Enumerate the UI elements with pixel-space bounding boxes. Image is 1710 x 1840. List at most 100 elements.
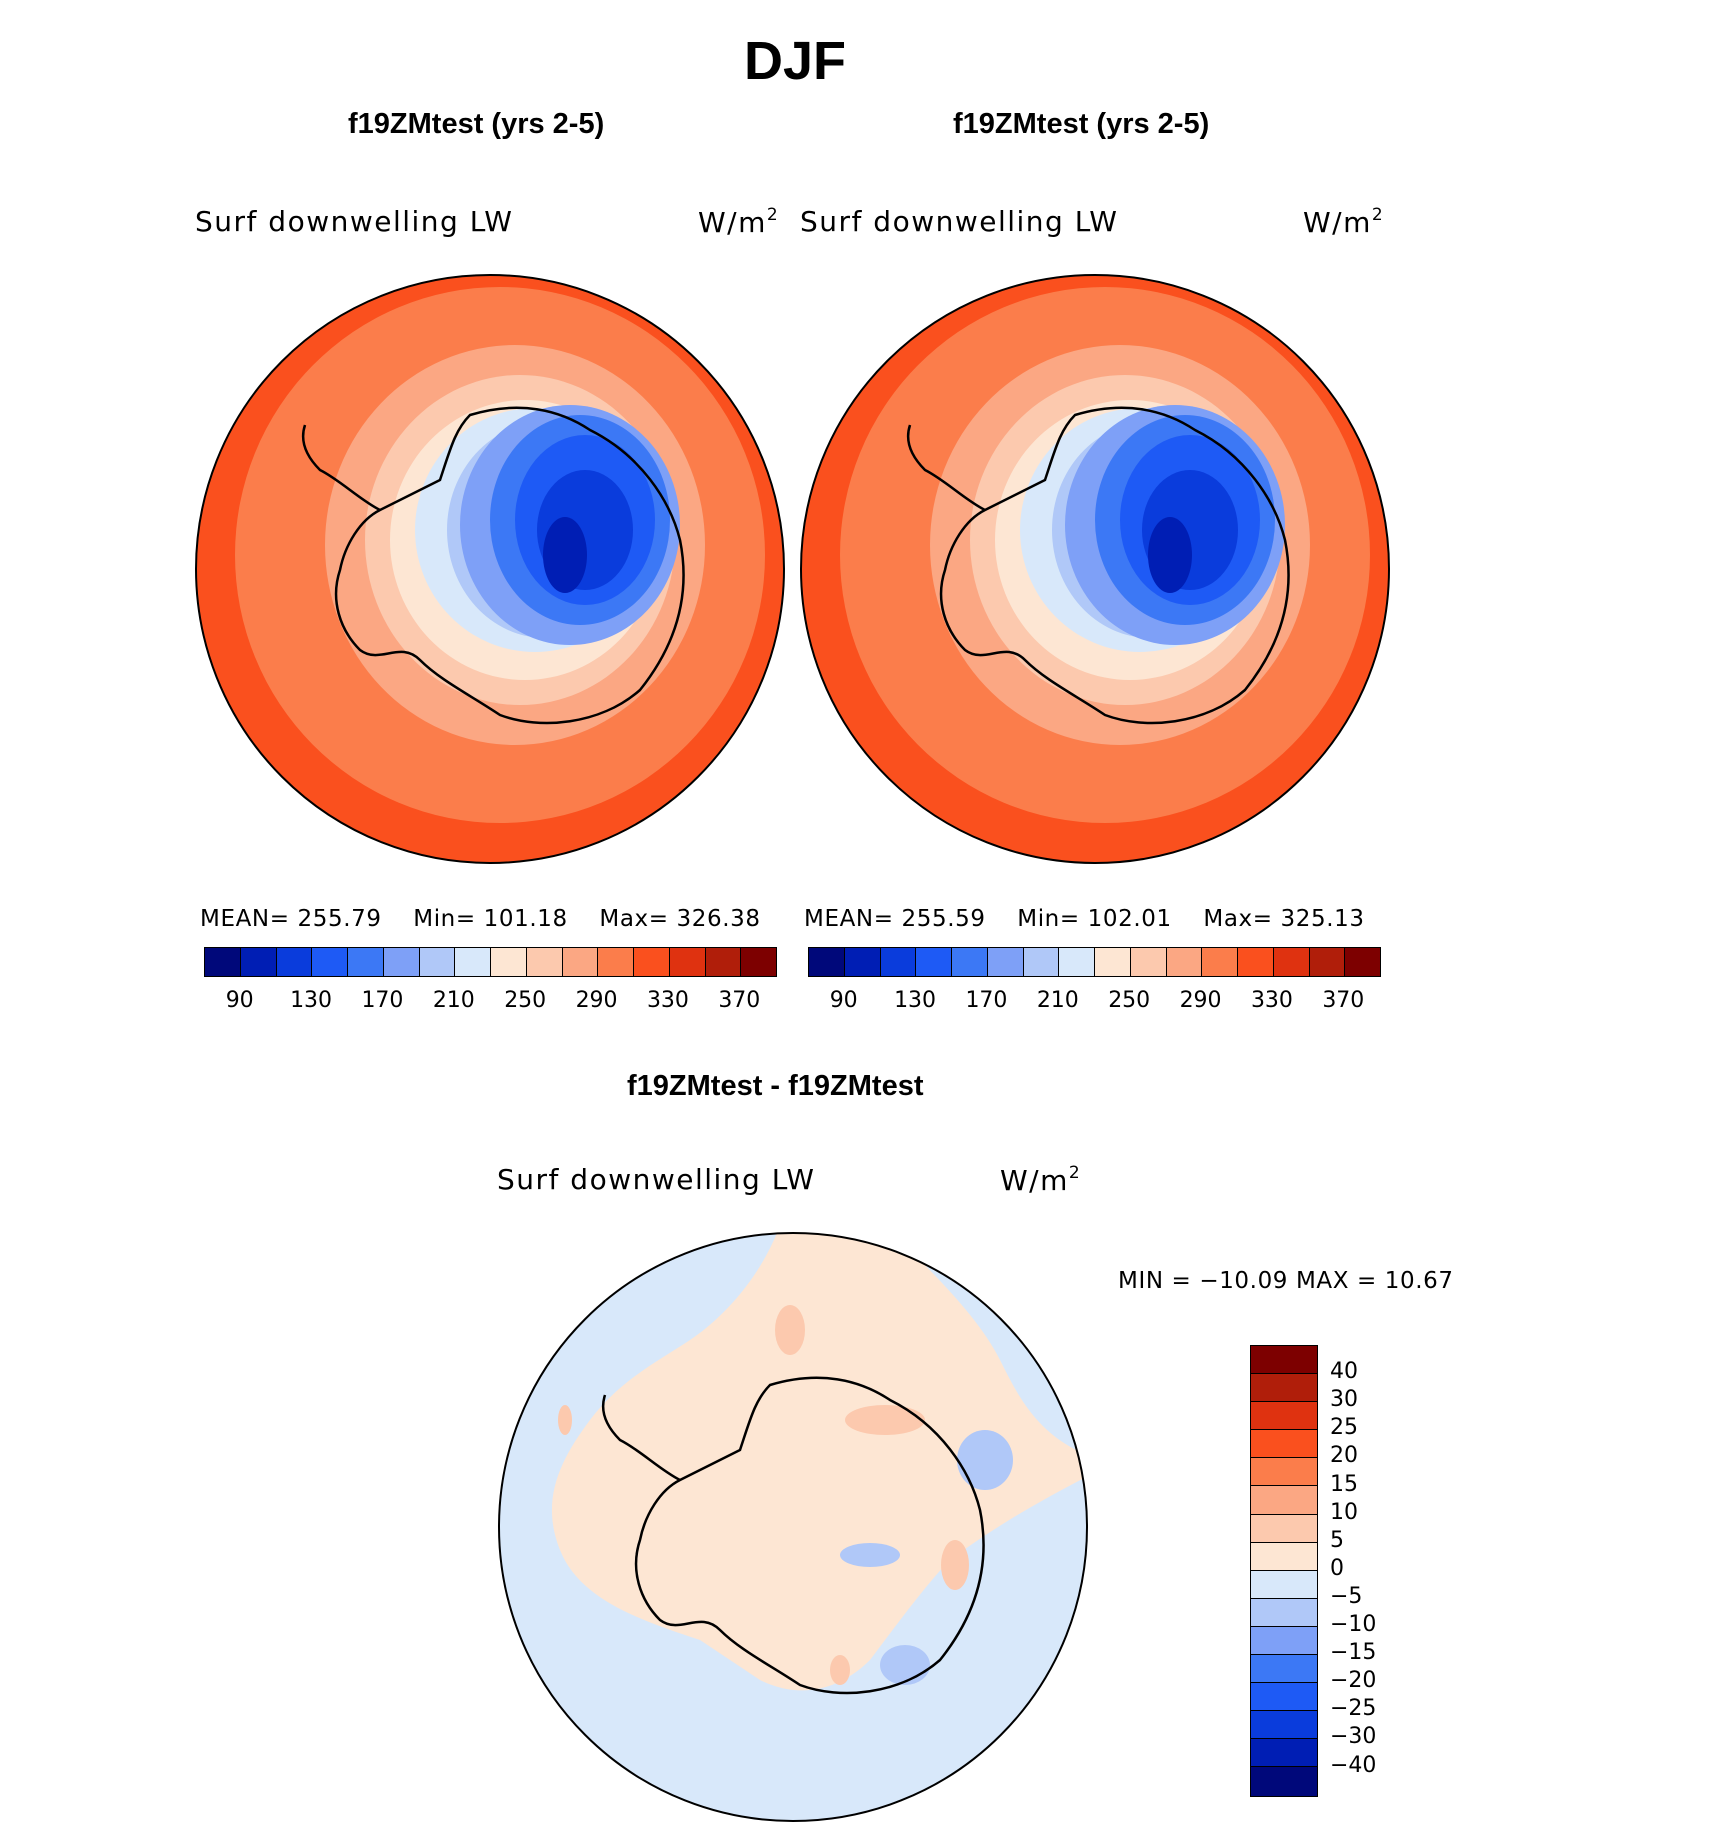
coastline: [334, 406, 685, 725]
contour-band-110: [543, 517, 587, 593]
colorbar-tick-label: 170: [965, 988, 1008, 1013]
colorbar-tick-label: −5: [1330, 1583, 1363, 1609]
colorbar-tick-label: −15: [1330, 1640, 1377, 1666]
colorbar-swatch: [1059, 948, 1095, 976]
colorbar-tick-label: 330: [646, 988, 689, 1013]
colorbar-swatch: [1166, 948, 1203, 976]
colorbar-swatch: [1251, 1739, 1317, 1768]
colorbar-tick-label: 170: [361, 988, 404, 1013]
colorbar-tick-label: 250: [504, 988, 547, 1013]
contour-band-5: [775, 1305, 805, 1355]
colorbar-swatch: [952, 948, 988, 976]
colorbar-tick-label: 210: [1036, 988, 1079, 1013]
colorbar-swatch: [491, 948, 527, 976]
colorbar-swatch: [1251, 1458, 1317, 1487]
panel-1-colorbar-labels: 90 130 170 210 250 290 330 370: [204, 988, 775, 1018]
contour-band-110: [1148, 517, 1192, 593]
diff-panel-title: f19ZMtest - f19ZMtest: [627, 1070, 924, 1102]
colorbar-tick-label: 290: [1179, 988, 1222, 1013]
colorbar-swatch: [1251, 1514, 1317, 1543]
colorbar-swatch: [1202, 948, 1238, 976]
colorbar-tick-label: −25: [1330, 1696, 1377, 1722]
colorbar-swatch: [562, 948, 599, 976]
colorbar-swatch: [916, 948, 952, 976]
panel-2-colorbar-labels: 90 130 170 210 250 290 330 370: [808, 988, 1379, 1018]
panel-2-units: W/m2: [1303, 205, 1383, 239]
contour-band-neg5: [499, 1233, 1087, 1821]
colorbar-tick-label: 210: [432, 988, 475, 1013]
panel-1-title: f19ZMtest (yrs 2-5): [348, 108, 605, 140]
colorbar-swatch: [1251, 1402, 1317, 1431]
colorbar-tick-label: 250: [1108, 988, 1151, 1013]
panel-1-stats: MEAN= 255.79 Min= 101.18 Max= 326.38: [200, 906, 761, 932]
colorbar-swatch: [634, 948, 670, 976]
colorbar-swatch: [312, 948, 348, 976]
contour-band-5: [830, 1655, 850, 1685]
colorbar-swatch: [205, 948, 241, 976]
panel-2-stats: MEAN= 255.59 Min= 102.01 Max= 325.13: [804, 906, 1365, 932]
colorbar-tick-label: 130: [290, 988, 333, 1013]
colorbar-swatch: [1130, 948, 1167, 976]
contour-band-5: [941, 1540, 969, 1590]
colorbar-swatch: [1251, 1767, 1317, 1796]
colorbar-tick-label: −30: [1330, 1724, 1377, 1750]
panel-2-field-label: Surf downwelling LW: [800, 205, 1119, 238]
colorbar-swatch: [987, 948, 1024, 976]
colorbar-tick-label: 90: [829, 988, 858, 1013]
colorbar-swatch: [1345, 948, 1380, 976]
colorbar-swatch: [1251, 1430, 1317, 1459]
diff-minmax: MIN = −10.09 MAX = 10.67: [1118, 1268, 1454, 1294]
colorbar-tick-label: 20: [1330, 1443, 1358, 1469]
colorbar-swatch: [383, 948, 420, 976]
colorbar-swatch: [240, 948, 277, 976]
colorbar-tick-label: 0: [1330, 1555, 1344, 1581]
contour-band-neg10: [840, 1543, 900, 1567]
colorbar-tick-label: 5: [1330, 1527, 1344, 1553]
colorbar-tick-label: 330: [1250, 988, 1293, 1013]
panel-2-colorbar: [808, 947, 1381, 977]
panel-2-title: f19ZMtest (yrs 2-5): [953, 108, 1210, 140]
colorbar-swatch: [1251, 1655, 1317, 1684]
colorbar-swatch: [1251, 1711, 1317, 1740]
figure-title: DJF: [743, 31, 846, 91]
colorbar-swatch: [1251, 1626, 1317, 1656]
colorbar-tick-label: 15: [1330, 1471, 1358, 1497]
contour-band-5: [845, 1405, 925, 1435]
contour-band-neg10: [957, 1430, 1013, 1490]
panel-1-colorbar: [204, 947, 777, 977]
panel-1-units: W/m2: [698, 205, 778, 239]
colorbar-swatch: [844, 948, 881, 976]
colorbar-swatch: [1251, 1683, 1317, 1712]
colorbar-tick-label: 90: [225, 988, 254, 1013]
colorbar-swatch: [1251, 1570, 1317, 1599]
colorbar-tick-label: −40: [1330, 1752, 1377, 1778]
contour-band-5: [558, 1405, 572, 1435]
contour-band-neg10: [880, 1645, 930, 1685]
colorbar-swatch: [741, 948, 776, 976]
colorbar-swatch: [276, 948, 313, 976]
colorbar-tick-label: 370: [1322, 988, 1365, 1013]
diff-colorbar: [1250, 1345, 1318, 1797]
peninsula-coast: [601, 1394, 681, 1482]
peninsula-coast: [301, 424, 381, 512]
diff-panel-units: W/m2: [1000, 1163, 1080, 1197]
colorbar-swatch: [419, 948, 456, 976]
colorbar-swatch: [1238, 948, 1274, 976]
diff-panel-field-label: Surf downwelling LW: [497, 1163, 816, 1196]
colorbar-swatch: [348, 948, 384, 976]
colorbar-swatch: [1251, 1598, 1317, 1627]
colorbar-swatch: [705, 948, 742, 976]
colorbar-tick-label: −20: [1330, 1668, 1377, 1694]
colorbar-swatch: [526, 948, 563, 976]
colorbar-tick-label: 370: [718, 988, 761, 1013]
colorbar-swatch: [1251, 1542, 1317, 1571]
colorbar-swatch: [1251, 1486, 1317, 1515]
colorbar-swatch: [669, 948, 706, 976]
colorbar-swatch: [809, 948, 845, 976]
colorbar-tick-label: 290: [575, 988, 618, 1013]
colorbar-swatch: [598, 948, 634, 976]
coastline: [634, 1376, 985, 1695]
